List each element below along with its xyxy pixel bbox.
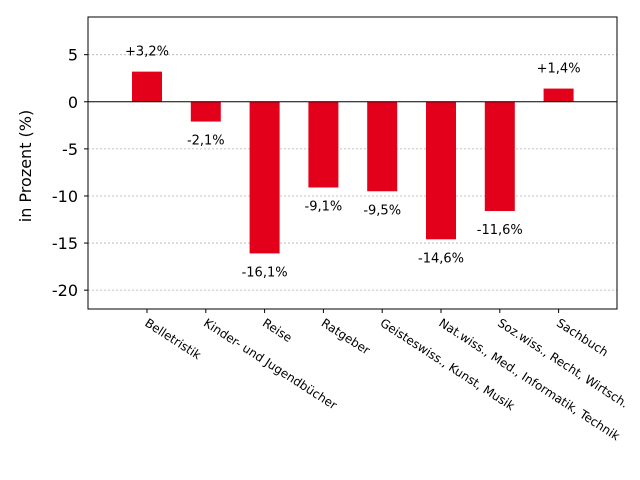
y-axis-ticks: 5 0 -5 -10 -15 -20 (52, 46, 88, 300)
y-tick-label: 5 (68, 46, 78, 65)
y-tick-label: -10 (52, 187, 78, 206)
data-label: -9,5% (363, 203, 401, 218)
y-tick-label: -15 (52, 234, 78, 253)
bar (543, 88, 574, 102)
grid-lines (88, 54, 617, 291)
bar (190, 101, 221, 122)
data-label: +3,2% (125, 45, 169, 60)
y-tick-label: -20 (52, 281, 78, 300)
data-label: -14,6% (418, 251, 464, 266)
x-tick-label: Belletristik (142, 316, 203, 363)
x-tick-label: Reise (260, 316, 295, 345)
data-labels: +3,2% -2,1% -16,1% -9,1% -9,5% -14,6% -11,6% +1… (125, 45, 581, 281)
bar (484, 101, 515, 212)
bar (132, 71, 162, 102)
bars (132, 71, 574, 254)
x-tick-label: Ratgeber (319, 316, 373, 358)
data-label: +1,4% (537, 62, 581, 77)
x-tick-label: Sachbuch (554, 316, 611, 360)
data-label: -9,1% (305, 199, 343, 214)
y-tick-label: 0 (68, 93, 78, 112)
bar (308, 101, 339, 188)
data-label: -11,6% (477, 223, 523, 238)
bar (426, 101, 456, 240)
bar (249, 101, 280, 254)
data-label: -2,1% (187, 134, 225, 149)
y-tick-label: -5 (62, 140, 78, 159)
plot-frame (87, 16, 618, 310)
bar (367, 101, 398, 192)
data-label: -16,1% (242, 265, 288, 280)
y-axis-title: in Prozent (%) (16, 110, 35, 222)
